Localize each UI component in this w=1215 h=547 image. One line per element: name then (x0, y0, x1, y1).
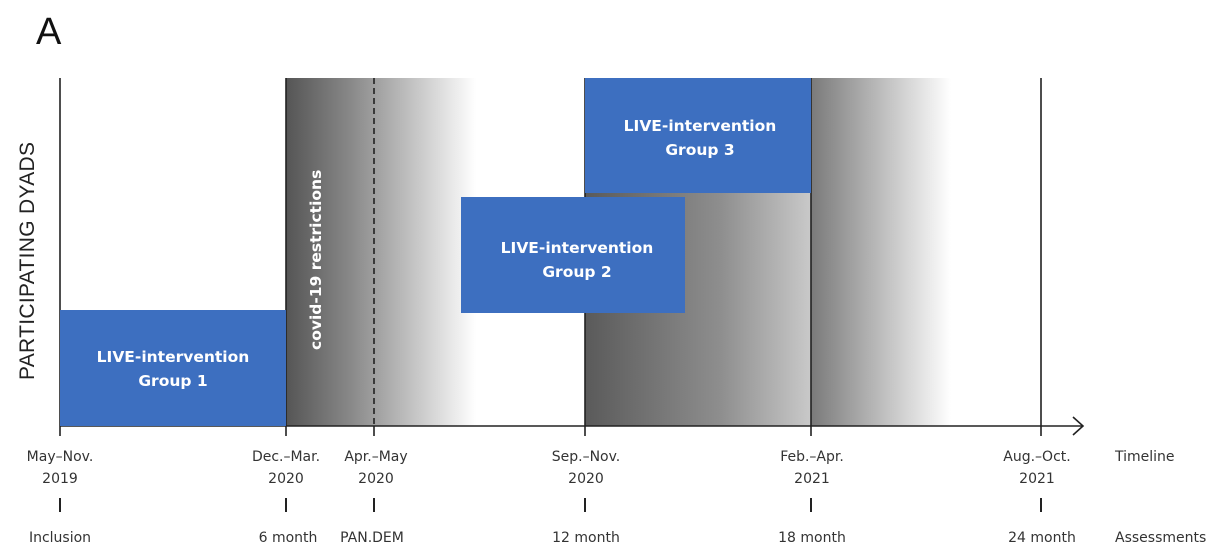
timeline-year-4: 2020 (568, 471, 604, 487)
assessment-5: 18 month (778, 530, 846, 546)
timeline-period-4: Sep.–Nov. (552, 449, 621, 465)
assessment-labels: Inclusion 6 month PAN.DEM 12 month 18 mo… (29, 530, 1076, 546)
group-1-line2: Group 1 (138, 372, 207, 390)
assessments-row-label: Assessments (1115, 530, 1206, 546)
timeline-period-5: Feb.–Apr. (780, 449, 844, 465)
timeline-period-3: Apr.–May (344, 449, 407, 465)
timeline-period-6: Aug.–Oct. (1003, 449, 1070, 465)
timeline-row-label: Timeline (1114, 449, 1175, 465)
group-2-line2: Group 2 (542, 263, 611, 281)
covid-restriction-band (286, 78, 476, 426)
timeline-labels: May–Nov. 2019 Dec.–Mar. 2020 Apr.–May 20… (27, 449, 1071, 487)
assessment-1: Inclusion (29, 530, 91, 546)
timeline-year-2: 2020 (268, 471, 304, 487)
group-2-line1: LIVE-intervention (501, 239, 654, 257)
group-1-line1: LIVE-intervention (97, 348, 250, 366)
timeline-year-6: 2021 (1019, 471, 1055, 487)
assessment-6: 24 month (1008, 530, 1076, 546)
group-2-box (461, 197, 685, 313)
y-axis-label: PARTICIPATING DYADS (16, 142, 39, 380)
axis-arrow (1072, 416, 1085, 436)
timeline-year-3: 2020 (358, 471, 394, 487)
group-3-line1: LIVE-intervention (624, 117, 777, 135)
timeline-period-2: Dec.–Mar. (252, 449, 320, 465)
x-axis-ticks (59, 426, 1042, 436)
group-3-box (585, 78, 811, 193)
timeline-period-1: May–Nov. (27, 449, 94, 465)
assessment-3: PAN.DEM (340, 530, 404, 546)
panel-label: A (36, 11, 62, 53)
assessment-4: 12 month (552, 530, 620, 546)
timeline-year-1: 2019 (42, 471, 78, 487)
assessment-2: 6 month (259, 530, 318, 546)
assessment-markers (59, 498, 1042, 512)
covid-label: covid-19 restrictions (307, 170, 325, 350)
timeline-year-5: 2021 (794, 471, 830, 487)
group-1-box (60, 310, 286, 426)
restriction-band-3 (811, 78, 951, 426)
group-3-line2: Group 3 (665, 141, 734, 159)
